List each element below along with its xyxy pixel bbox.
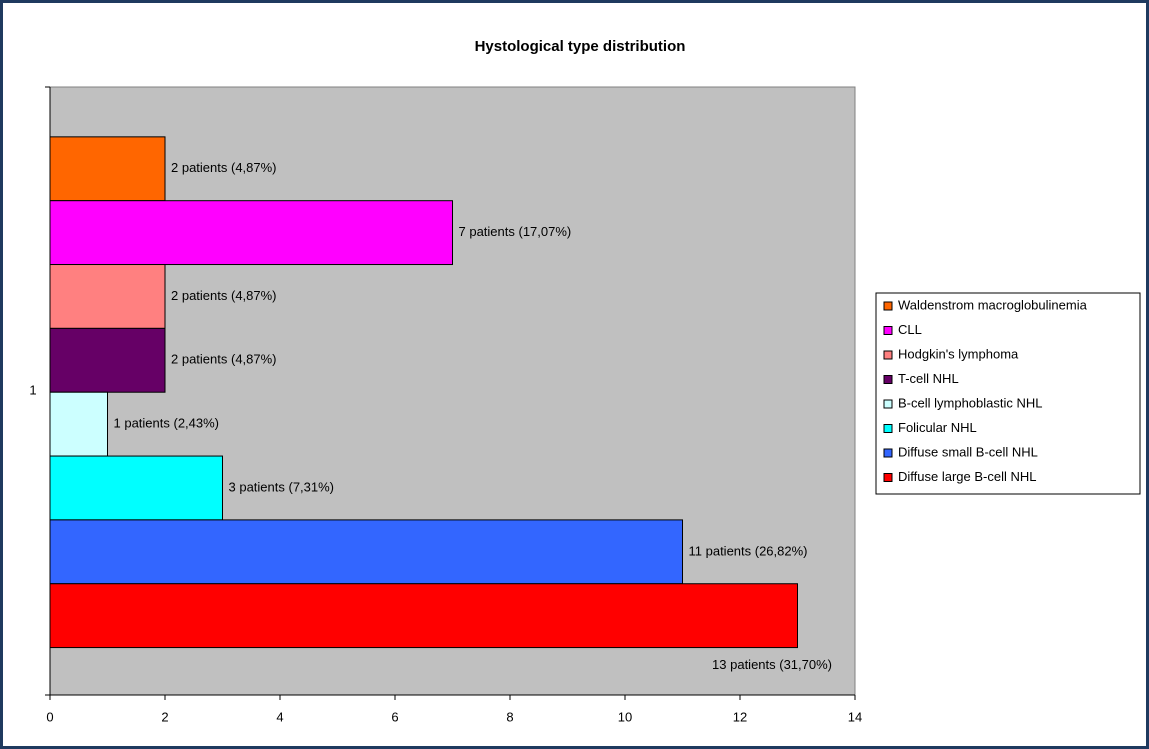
legend-swatch — [883, 448, 893, 458]
data-label: 2 patients (4,87%) — [171, 160, 277, 175]
legend-swatch — [883, 473, 893, 482]
legend-swatch — [883, 301, 893, 311]
legend-swatch — [883, 424, 893, 433]
bar — [49, 200, 453, 266]
x-tick-label: 12 — [733, 709, 747, 724]
legend-swatch — [883, 375, 893, 384]
x-tick-label: 4 — [276, 709, 283, 724]
chart-title: Hystological type distribution — [475, 38, 686, 55]
bar — [49, 455, 223, 521]
x-tick-label: 2 — [161, 709, 168, 724]
legend-label: Diffuse small B-cell NHL — [898, 444, 1038, 459]
data-label: 2 patients (4,87%) — [171, 352, 277, 367]
data-label: 7 patients (17,07%) — [459, 224, 572, 239]
legend-swatch — [883, 350, 893, 360]
bar — [49, 264, 166, 329]
legend-swatch — [883, 399, 893, 409]
legend-label: CLL — [898, 322, 922, 337]
bar — [49, 519, 683, 585]
bar — [49, 583, 798, 649]
legend-label: Folicular NHL — [898, 420, 977, 435]
legend-label: T-cell NHL — [898, 371, 959, 386]
legend-label: B-cell lymphoblastic NHL — [898, 395, 1043, 410]
legend-box — [875, 292, 1141, 495]
x-tick-label: 0 — [46, 709, 53, 724]
x-tick-label: 14 — [848, 709, 862, 724]
data-label: 3 patients (7,31%) — [229, 479, 335, 494]
legend-label: Hodgkin's lymphoma — [898, 346, 1019, 361]
data-label: 1 patients (2,43%) — [114, 416, 220, 431]
legend-label: Diffuse large B-cell NHL — [898, 469, 1036, 484]
x-tick-label: 6 — [391, 709, 398, 724]
x-tick-label: 10 — [618, 709, 632, 724]
bar — [49, 136, 166, 202]
x-tick-label: 8 — [506, 709, 513, 724]
legend-swatch — [883, 326, 893, 335]
data-label: 13 patients (31,70%) — [712, 657, 832, 672]
legend-label: Waldenstrom macroglobulinemia — [898, 297, 1088, 312]
bar — [49, 391, 108, 457]
y-tick-label: 1 — [29, 382, 36, 397]
data-label: 11 patients (26,82%) — [689, 543, 808, 558]
bar — [49, 327, 166, 393]
data-label: 2 patients (4,87%) — [171, 288, 277, 303]
